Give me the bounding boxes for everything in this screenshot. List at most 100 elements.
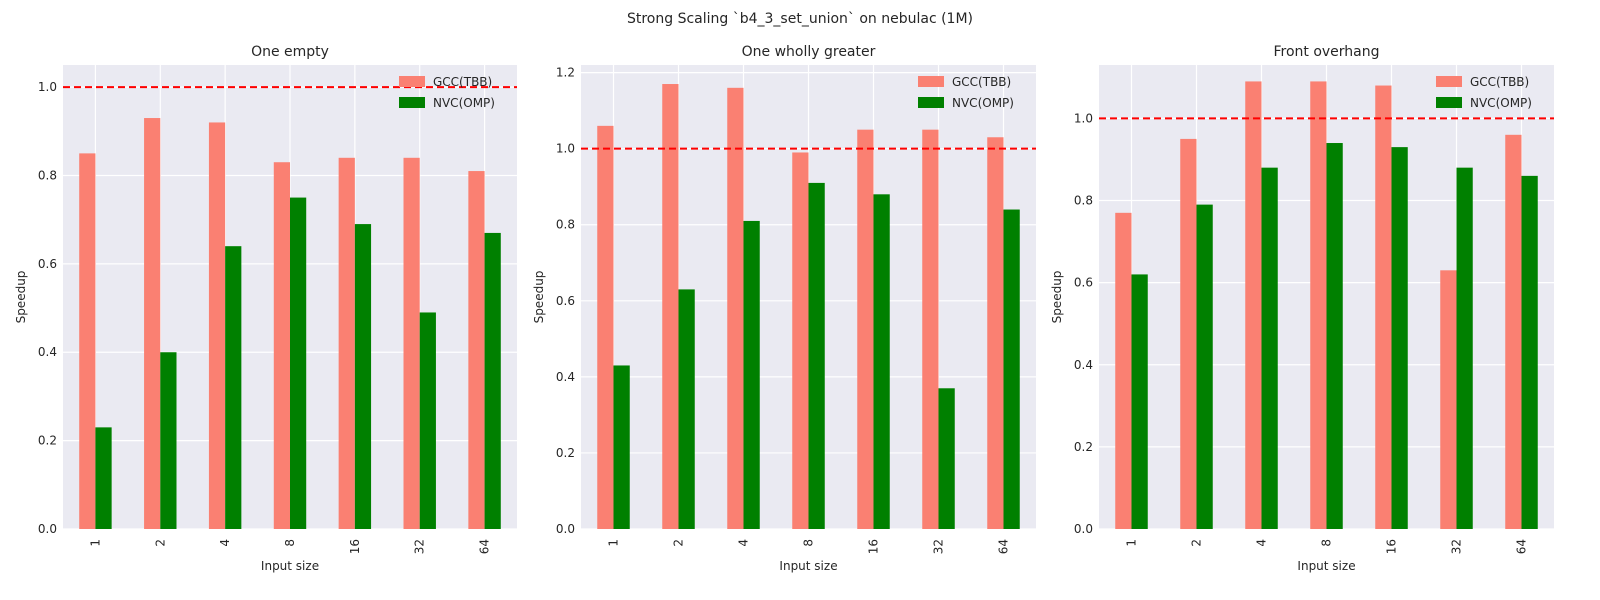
y-tick-label: 1.0 bbox=[38, 80, 57, 94]
x-tick-label: 32 bbox=[413, 539, 427, 554]
y-tick-label: 0.4 bbox=[556, 370, 575, 384]
bar-gcc-tbb-1 bbox=[1115, 212, 1132, 530]
x-tick-label: 8 bbox=[283, 539, 297, 547]
chart-title: One wholly greater bbox=[742, 44, 876, 60]
bar-nvc-omp-1 bbox=[1131, 274, 1148, 529]
chart-panel-3: 0.0 0.2 0.4 0.6 0.8 1.0 1 2 4 8 16 32 64 Front overha… bbox=[1050, 44, 1554, 573]
bar-gcc-tbb-1 bbox=[597, 125, 614, 529]
bars bbox=[79, 118, 501, 530]
legend-label: GCC(TBB) bbox=[433, 75, 492, 89]
x-tick-label: 64 bbox=[1515, 539, 1529, 554]
legend-swatch bbox=[1436, 97, 1462, 108]
legend-swatch bbox=[399, 76, 425, 87]
y-tick-label: 1.0 bbox=[556, 142, 575, 156]
chart-panel-1: 0.0 0.2 0.4 0.6 0.8 1.0 1 2 4 8 16 32 64 One empty Inp… bbox=[14, 44, 517, 573]
bar-nvc-omp-2 bbox=[160, 352, 177, 529]
figure-title: Strong Scaling `b4_3_set_union` on nebul… bbox=[627, 11, 973, 27]
x-tick-label: 2 bbox=[672, 539, 686, 547]
y-tick-label: 0.6 bbox=[1074, 276, 1093, 290]
x-tick-label: 4 bbox=[1255, 539, 1269, 547]
bar-nvc-omp-16 bbox=[873, 194, 890, 530]
bar-gcc-tbb-16 bbox=[338, 157, 355, 530]
bar-gcc-tbb-2 bbox=[144, 118, 161, 530]
x-tick-label: 16 bbox=[867, 539, 881, 554]
bar-gcc-tbb-64 bbox=[987, 137, 1004, 529]
bar-nvc-omp-1 bbox=[95, 427, 112, 529]
bar-gcc-tbb-16 bbox=[1375, 85, 1392, 529]
x-tick-label: 1 bbox=[1125, 539, 1139, 547]
x-tick-label: 16 bbox=[1385, 539, 1399, 554]
bar-nvc-omp-64 bbox=[484, 232, 501, 529]
x-tick-label: 2 bbox=[1190, 539, 1204, 547]
y-axis-label: Speedup bbox=[532, 271, 546, 324]
chart-panels: 0.0 0.2 0.4 0.6 0.8 1.0 1 2 4 8 16 32 64 One empty Inp… bbox=[14, 44, 1554, 573]
chart-title: Front overhang bbox=[1273, 44, 1379, 60]
legend-swatch bbox=[1436, 76, 1462, 87]
bar-nvc-omp-4 bbox=[225, 246, 242, 529]
x-tick-label: 1 bbox=[607, 539, 621, 547]
y-axis-label: Speedup bbox=[14, 271, 28, 324]
bar-nvc-omp-8 bbox=[1326, 143, 1343, 529]
legend-swatch bbox=[918, 76, 944, 87]
bar-nvc-omp-1 bbox=[613, 365, 630, 529]
y-tick-label: 0.6 bbox=[556, 294, 575, 308]
bar-nvc-omp-16 bbox=[1391, 147, 1408, 529]
legend-label: GCC(TBB) bbox=[952, 75, 1011, 89]
chart-panel-2: 0.0 0.2 0.4 0.6 0.8 1.0 1.2 1 2 4 8 16 32 64 One wholl… bbox=[532, 44, 1036, 573]
bars bbox=[597, 84, 1020, 530]
bar-gcc-tbb-8 bbox=[1310, 81, 1327, 530]
bar-gcc-tbb-64 bbox=[1505, 134, 1522, 530]
legend-swatch bbox=[399, 97, 425, 108]
x-tick-label: 64 bbox=[478, 539, 492, 554]
x-axis-label: Input size bbox=[261, 559, 319, 573]
bar-gcc-tbb-2 bbox=[662, 84, 679, 530]
bar-nvc-omp-64 bbox=[1003, 209, 1020, 529]
y-tick-label: 0.0 bbox=[38, 522, 57, 536]
bar-gcc-tbb-4 bbox=[727, 87, 744, 529]
legend-swatch bbox=[918, 97, 944, 108]
bar-nvc-omp-8 bbox=[290, 197, 307, 530]
legend: GCC(TBB) NVC(OMP) bbox=[1436, 75, 1532, 110]
legend-label: GCC(TBB) bbox=[1470, 75, 1529, 89]
x-tick-label: 8 bbox=[1320, 539, 1334, 547]
legend-label: NVC(OMP) bbox=[1470, 96, 1532, 110]
x-tick-label: 4 bbox=[218, 539, 232, 547]
bar-gcc-tbb-64 bbox=[468, 171, 485, 530]
x-tick-label: 16 bbox=[348, 539, 362, 554]
bar-nvc-omp-32 bbox=[419, 312, 436, 529]
bar-nvc-omp-64 bbox=[1521, 175, 1538, 530]
y-tick-label: 0.8 bbox=[1074, 194, 1093, 208]
chart-title: One empty bbox=[251, 44, 329, 60]
bars bbox=[1115, 81, 1538, 530]
bar-gcc-tbb-16 bbox=[857, 129, 874, 529]
bar-nvc-omp-4 bbox=[1261, 167, 1278, 530]
bar-gcc-tbb-32 bbox=[922, 129, 939, 529]
y-tick-label: 0.0 bbox=[1074, 522, 1093, 536]
y-tick-label: 0.6 bbox=[38, 257, 57, 271]
x-tick-label: 32 bbox=[1450, 539, 1464, 554]
bar-gcc-tbb-4 bbox=[208, 122, 226, 529]
bar-nvc-omp-2 bbox=[1196, 204, 1213, 529]
y-tick-label: 1.2 bbox=[556, 66, 575, 80]
y-tick-label: 0.8 bbox=[38, 168, 57, 182]
y-tick-label: 1.0 bbox=[1074, 111, 1093, 125]
y-tick-label: 0.2 bbox=[38, 434, 57, 448]
bar-gcc-tbb-32 bbox=[403, 157, 420, 530]
bar-nvc-omp-2 bbox=[678, 289, 695, 529]
bar-gcc-tbb-32 bbox=[1440, 270, 1457, 529]
y-axis-label: Speedup bbox=[1050, 271, 1064, 324]
bar-nvc-omp-4 bbox=[743, 220, 760, 529]
bar-gcc-tbb-8 bbox=[273, 162, 290, 529]
x-tick-label: 4 bbox=[737, 539, 751, 547]
x-tick-label: 32 bbox=[932, 539, 946, 554]
legend-label: NVC(OMP) bbox=[433, 96, 495, 110]
x-tick-label: 64 bbox=[997, 539, 1011, 554]
legend: GCC(TBB) NVC(OMP) bbox=[399, 75, 495, 110]
bar-nvc-omp-32 bbox=[938, 388, 955, 529]
y-tick-label: 0.2 bbox=[1074, 440, 1093, 454]
bar-gcc-tbb-2 bbox=[1180, 138, 1197, 529]
bar-gcc-tbb-4 bbox=[1245, 81, 1262, 530]
bar-gcc-tbb-8 bbox=[792, 152, 809, 529]
y-tick-label: 0.0 bbox=[556, 522, 575, 536]
